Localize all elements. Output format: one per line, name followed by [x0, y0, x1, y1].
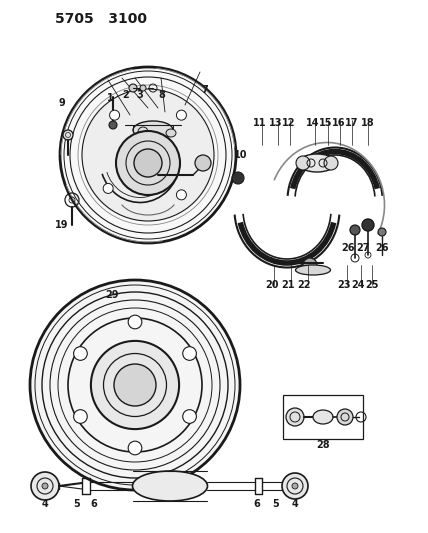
Circle shape: [176, 110, 187, 120]
Text: 24: 24: [351, 280, 365, 290]
Circle shape: [324, 156, 338, 170]
Circle shape: [195, 155, 211, 171]
Circle shape: [129, 84, 137, 92]
Text: 5: 5: [74, 499, 80, 509]
Circle shape: [128, 315, 142, 329]
Circle shape: [232, 172, 244, 184]
Circle shape: [103, 183, 113, 193]
Circle shape: [286, 408, 304, 426]
Text: 5705   3100: 5705 3100: [55, 12, 147, 26]
Text: 4: 4: [291, 499, 298, 509]
Circle shape: [63, 130, 73, 140]
Text: 11: 11: [253, 118, 267, 128]
Text: 9: 9: [59, 98, 65, 108]
Text: 15: 15: [319, 118, 333, 128]
Text: 19: 19: [55, 220, 69, 230]
Text: 21: 21: [281, 280, 295, 290]
Ellipse shape: [133, 471, 208, 501]
Text: 22: 22: [297, 280, 311, 290]
Ellipse shape: [313, 410, 333, 424]
Ellipse shape: [133, 121, 173, 139]
Circle shape: [282, 473, 308, 499]
Circle shape: [60, 67, 236, 243]
Circle shape: [109, 121, 117, 129]
Text: 6: 6: [91, 499, 98, 509]
Circle shape: [116, 131, 180, 195]
Circle shape: [42, 483, 48, 489]
Circle shape: [140, 85, 146, 91]
Ellipse shape: [166, 129, 176, 137]
Text: 18: 18: [361, 118, 375, 128]
Circle shape: [82, 89, 214, 221]
Circle shape: [31, 472, 59, 500]
Circle shape: [74, 346, 87, 360]
Text: 2: 2: [123, 90, 129, 100]
Text: 5: 5: [273, 499, 279, 509]
Circle shape: [134, 149, 162, 177]
Text: 17: 17: [345, 118, 359, 128]
Circle shape: [183, 410, 196, 423]
Circle shape: [292, 483, 298, 489]
Text: 8: 8: [158, 90, 166, 100]
Circle shape: [176, 190, 187, 200]
Circle shape: [114, 364, 156, 406]
Circle shape: [362, 219, 374, 231]
Bar: [283, 395, 363, 439]
Text: 29: 29: [105, 290, 119, 300]
Circle shape: [183, 346, 196, 360]
Circle shape: [337, 409, 353, 425]
Text: 23: 23: [337, 280, 351, 290]
Text: 26: 26: [341, 243, 355, 253]
Circle shape: [378, 228, 386, 236]
Text: 10: 10: [234, 150, 248, 160]
Circle shape: [30, 280, 240, 490]
Text: 27: 27: [356, 243, 370, 253]
Circle shape: [303, 258, 317, 272]
Text: 16: 16: [332, 118, 346, 128]
Text: 28: 28: [316, 440, 330, 450]
Ellipse shape: [295, 265, 330, 275]
Circle shape: [74, 410, 87, 423]
Text: 26: 26: [375, 243, 389, 253]
Ellipse shape: [298, 154, 336, 172]
Text: 4: 4: [42, 499, 48, 509]
Circle shape: [91, 341, 179, 429]
Text: 7: 7: [202, 85, 208, 95]
Text: 13: 13: [269, 118, 283, 128]
Circle shape: [296, 156, 310, 170]
Circle shape: [128, 441, 142, 455]
Text: 6: 6: [254, 499, 260, 509]
Text: 14: 14: [306, 118, 320, 128]
Text: 25: 25: [365, 280, 379, 290]
Text: 12: 12: [282, 118, 296, 128]
Circle shape: [350, 225, 360, 235]
Circle shape: [110, 110, 119, 120]
Text: 3: 3: [137, 90, 143, 100]
Text: 20: 20: [265, 280, 279, 290]
Text: 1: 1: [107, 93, 113, 103]
